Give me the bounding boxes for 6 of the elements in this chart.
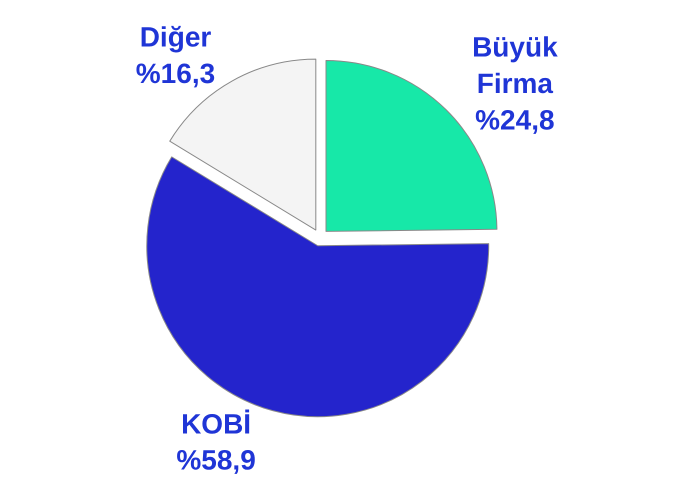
slice-label: Diğer bbox=[140, 22, 212, 53]
slice-label: KOBİ bbox=[181, 408, 252, 440]
data-label: %24,8 bbox=[475, 104, 555, 136]
data-label: %58,9 bbox=[176, 444, 256, 476]
slice-label: Büyük Firma bbox=[472, 32, 558, 100]
data-label: %16,3 bbox=[136, 58, 216, 90]
